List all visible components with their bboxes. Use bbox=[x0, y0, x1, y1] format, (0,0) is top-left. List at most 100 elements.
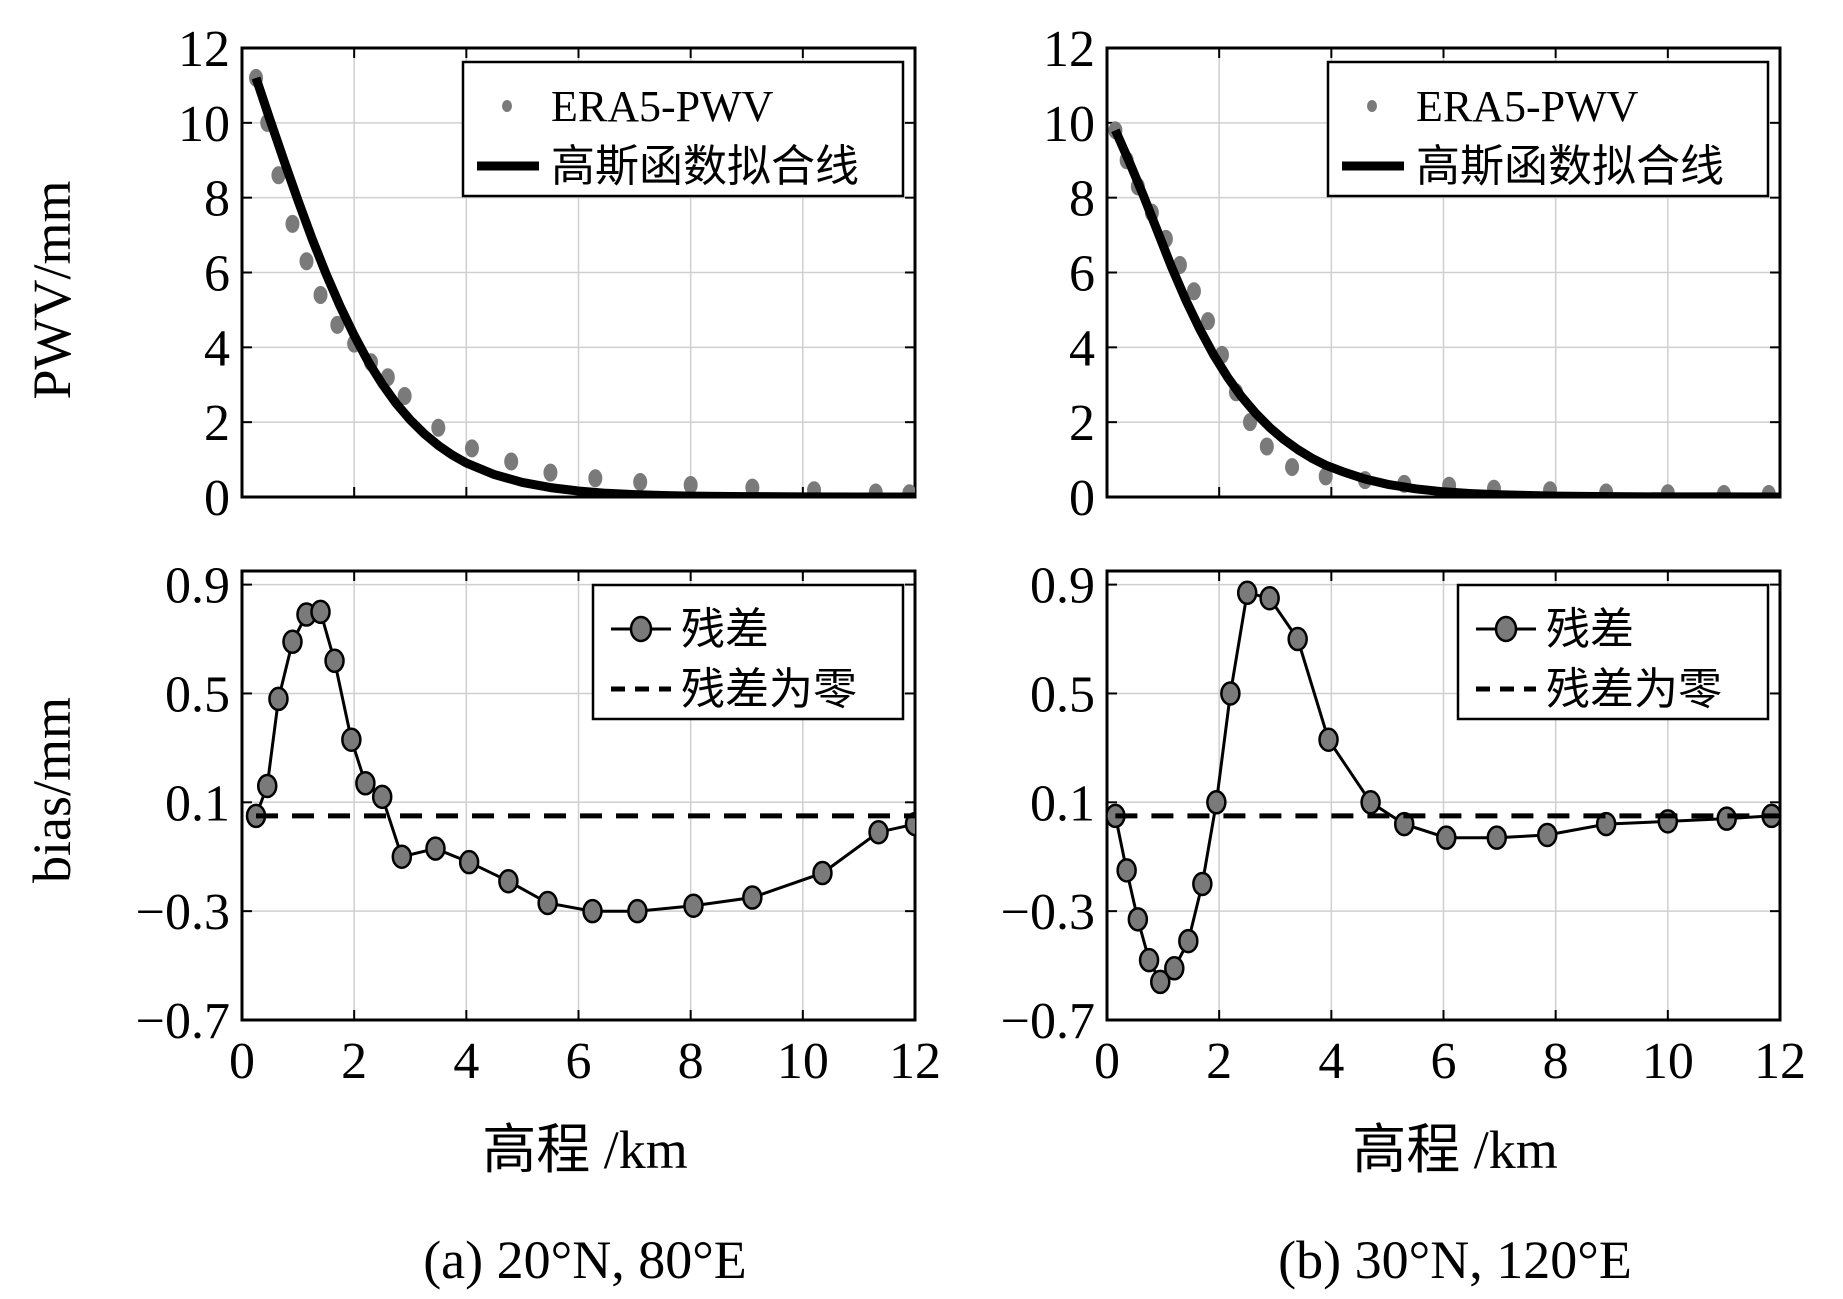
legend-label-points: 残差 bbox=[681, 605, 769, 654]
y-tick-label: 0.5 bbox=[1030, 666, 1095, 723]
residual-point bbox=[458, 849, 480, 875]
gauss-fit-line bbox=[251, 76, 915, 497]
era5-point bbox=[464, 439, 479, 458]
x-tick-label: 10 bbox=[1642, 1033, 1694, 1090]
y-tick-label: 0 bbox=[1069, 470, 1095, 527]
y-tick-label: −0.3 bbox=[136, 884, 230, 941]
y-tick-label: −0.7 bbox=[136, 993, 230, 1050]
legend-point-marker bbox=[1367, 100, 1377, 112]
legend-label-points: ERA5-PWV bbox=[1416, 82, 1639, 131]
legend-label-line: 高斯函数拟合线 bbox=[551, 142, 859, 191]
era5-point bbox=[313, 285, 328, 304]
era5-point bbox=[543, 463, 558, 482]
residual-point bbox=[282, 629, 303, 655]
residual-point bbox=[425, 836, 446, 861]
era5-point bbox=[633, 473, 648, 492]
plot-content bbox=[1108, 121, 1780, 497]
residual-point bbox=[683, 893, 704, 918]
era5-point bbox=[299, 252, 314, 271]
residual-point bbox=[355, 771, 376, 796]
y-tick-label: 0 bbox=[204, 470, 230, 527]
legend-box bbox=[1326, 60, 1770, 198]
residual-point bbox=[1259, 585, 1280, 611]
x-tick-label: 4 bbox=[453, 1033, 479, 1090]
residual-point bbox=[1393, 811, 1415, 837]
x-tick-label: 12 bbox=[1754, 1033, 1806, 1090]
residual-point bbox=[268, 686, 289, 712]
x-tick-label: 8 bbox=[678, 1033, 704, 1090]
residual-point bbox=[537, 890, 558, 916]
residual-point bbox=[868, 819, 889, 845]
plot-b-pwv: 0 2 4 6 8 10 12 ERA5-PWV 高斯函数拟合线 bbox=[1043, 21, 1782, 527]
xlabel-a: 高程 /km bbox=[482, 1120, 688, 1180]
x-tick-label: 8 bbox=[1543, 1033, 1569, 1090]
y-tick-label: 12 bbox=[178, 21, 230, 78]
caption-b: (b) 30°N, 120°E bbox=[1278, 1230, 1632, 1290]
x-tick-label: 2 bbox=[341, 1033, 367, 1090]
residual-point bbox=[1318, 727, 1339, 752]
legend-residual-marker bbox=[1494, 615, 1518, 643]
legend-label-points: ERA5-PWV bbox=[551, 82, 774, 131]
y-tick-label: 6 bbox=[1069, 246, 1095, 303]
x-tick-label: 10 bbox=[777, 1033, 829, 1090]
legend: ERA5-PWV 高斯函数拟合线 bbox=[461, 60, 905, 198]
legend: ERA5-PWV 高斯函数拟合线 bbox=[1326, 60, 1770, 198]
era5-point bbox=[588, 469, 603, 488]
era5-point bbox=[683, 476, 698, 495]
era5-point bbox=[504, 452, 519, 471]
x-tick-label: 6 bbox=[566, 1033, 592, 1090]
residual-point bbox=[1206, 790, 1227, 815]
plot-a-pwv: 0 2 4 6 8 10 12 ERA5-PWV 高斯函数拟合线 bbox=[178, 21, 917, 527]
residual-point bbox=[341, 727, 362, 752]
era5-point bbox=[271, 166, 286, 185]
x-tick-label: 6 bbox=[1431, 1033, 1457, 1090]
legend-label-line: 高斯函数拟合线 bbox=[1416, 142, 1724, 191]
residual-point bbox=[742, 885, 763, 910]
residual-point bbox=[1150, 969, 1171, 995]
legend-label-line: 残差为零 bbox=[681, 665, 857, 714]
residual-point bbox=[310, 599, 331, 625]
x-tick-label: 0 bbox=[1094, 1033, 1120, 1090]
era5-point bbox=[1318, 467, 1333, 486]
y-tick-label: 0.1 bbox=[1030, 775, 1095, 832]
xlabel-b: 高程 /km bbox=[1352, 1120, 1558, 1180]
residual-point bbox=[1716, 806, 1737, 831]
x-tick-label: 0 bbox=[229, 1033, 255, 1090]
era5-point bbox=[330, 315, 345, 334]
era5-point bbox=[1200, 312, 1215, 331]
y-tick-label: 12 bbox=[1043, 21, 1095, 78]
residual-point bbox=[1360, 790, 1381, 815]
legend-point-marker bbox=[502, 100, 512, 112]
y-tick-label: 10 bbox=[1043, 96, 1095, 153]
x-tick-label: 2 bbox=[1206, 1033, 1232, 1090]
residual-point bbox=[627, 898, 648, 924]
residual-point bbox=[812, 860, 833, 886]
ylabel-pwv: PWV/mm bbox=[22, 180, 82, 399]
residual-point bbox=[1127, 907, 1149, 932]
y-tick-label: 0.1 bbox=[165, 775, 230, 832]
legend-box bbox=[461, 60, 905, 198]
plot-content bbox=[249, 68, 915, 497]
y-tick-label: 8 bbox=[1069, 171, 1095, 228]
y-tick-label: 10 bbox=[178, 96, 230, 153]
residual-point bbox=[1287, 626, 1308, 652]
era5-point bbox=[431, 418, 446, 437]
residual-line bbox=[254, 610, 915, 913]
residual-point bbox=[1236, 580, 1258, 606]
residual-point bbox=[1436, 825, 1457, 850]
gauss-fit-line bbox=[1111, 128, 1780, 497]
ylabel-bias: bias/mm bbox=[22, 697, 82, 883]
residual-point bbox=[498, 868, 519, 894]
residual-point bbox=[582, 898, 603, 924]
residual-point bbox=[1138, 947, 1160, 973]
legend-label-points: 残差 bbox=[1546, 605, 1634, 654]
y-tick-label: 8 bbox=[204, 171, 230, 228]
legend-box bbox=[591, 583, 905, 721]
y-tick-label: 2 bbox=[1069, 395, 1095, 452]
era5-point bbox=[285, 214, 300, 233]
era5-point bbox=[1186, 282, 1201, 301]
y-tick-label: 2 bbox=[204, 395, 230, 452]
